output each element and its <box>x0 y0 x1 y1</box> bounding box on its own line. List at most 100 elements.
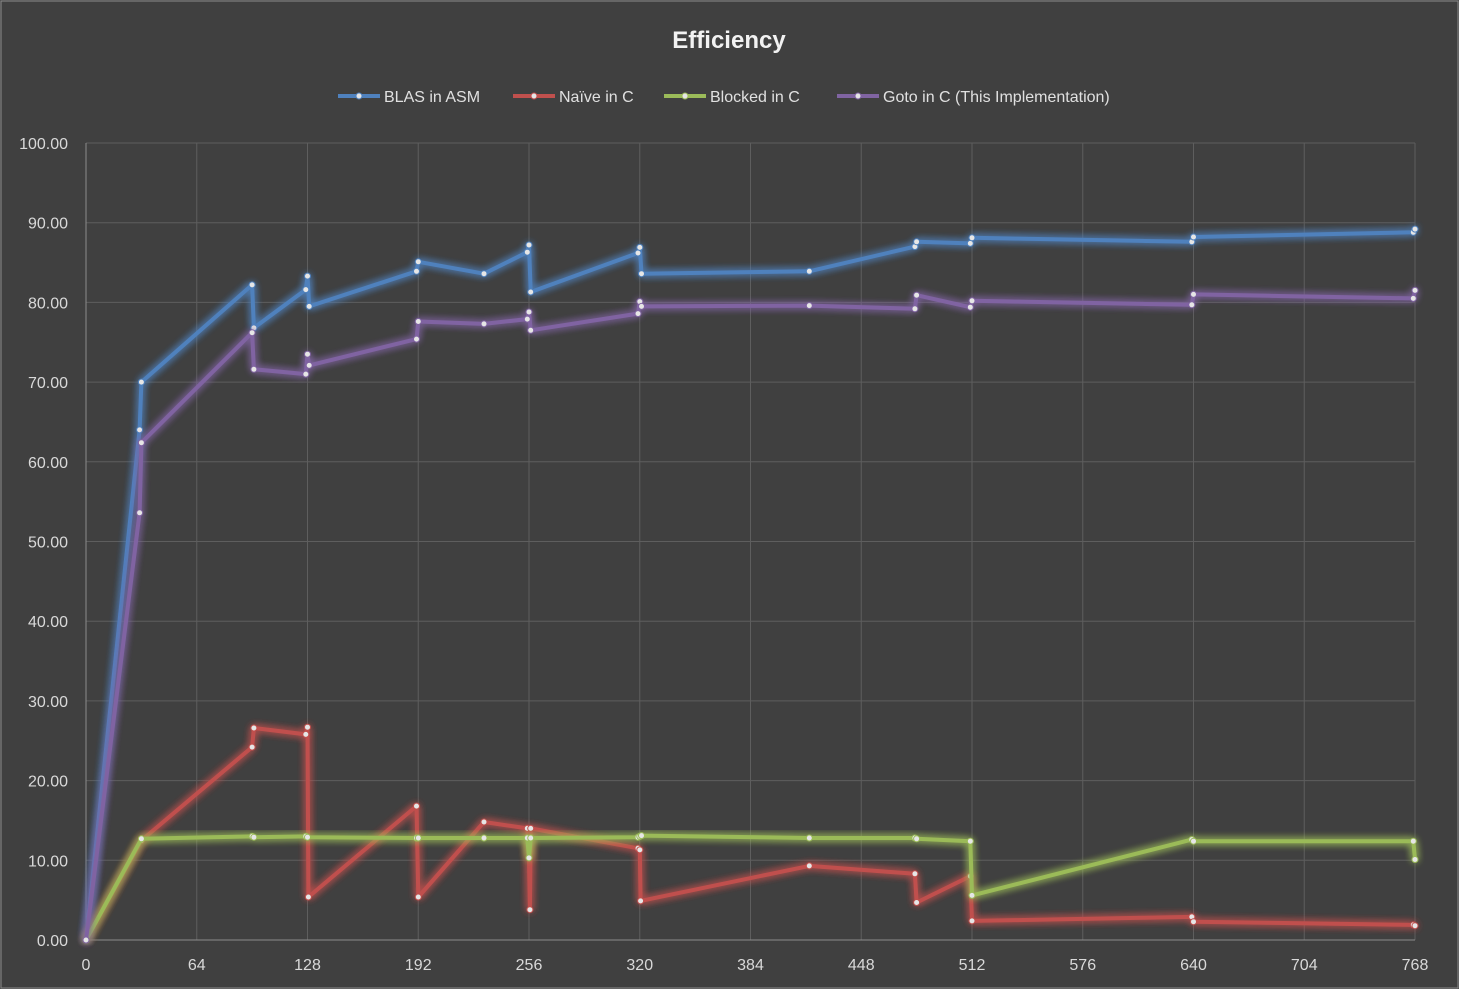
x-tick-label: 384 <box>737 957 764 974</box>
legend-label: Naïve in C <box>559 89 634 106</box>
legend: BLAS in ASM Naïve in C Blocked in C Goto in… <box>338 89 1110 106</box>
legend-item: Naïve in C <box>513 89 634 106</box>
legend-label: BLAS in ASM <box>384 89 480 106</box>
data-point <box>634 249 642 257</box>
series-3 <box>82 286 1419 944</box>
data-point <box>305 302 313 310</box>
data-point <box>913 238 921 246</box>
y-tick-label: 60.00 <box>28 455 68 472</box>
y-tick-label: 70.00 <box>28 375 68 392</box>
data-point <box>1190 918 1197 926</box>
y-tick-label: 30.00 <box>28 694 68 711</box>
data-point <box>1190 837 1197 845</box>
data-point <box>913 899 921 906</box>
data-point <box>968 234 976 242</box>
data-point <box>414 893 422 901</box>
data-point <box>805 267 813 275</box>
data-point <box>638 302 645 310</box>
legend-item: Goto in C (This Implementation) <box>837 89 1110 106</box>
x-tick-label: 576 <box>1069 957 1096 974</box>
x-axis: 0 64 128 192 256 320 384 448 512 576 640 704 768 <box>82 939 1429 974</box>
chart-title: Efficiency <box>672 27 786 54</box>
y-tick-label: 100.00 <box>19 136 68 153</box>
y-axis: 0.00 10.00 20.00 30.00 40.00 50.00 60.00 70.00 8… <box>19 136 87 950</box>
data-point <box>913 835 921 843</box>
data-point <box>82 936 90 944</box>
data-point <box>638 270 645 278</box>
x-tick-label: 256 <box>516 957 543 974</box>
data-point <box>968 891 976 899</box>
data-point <box>526 906 534 914</box>
data-point <box>911 305 919 313</box>
y-tick-label: 40.00 <box>28 614 68 631</box>
data-point <box>805 862 813 870</box>
data-point <box>966 303 974 311</box>
data-point <box>414 258 422 266</box>
data-point <box>523 248 531 256</box>
data-point <box>413 335 420 343</box>
data-point <box>1188 301 1196 309</box>
data-point <box>248 329 256 337</box>
data-point <box>414 834 422 842</box>
x-tick-label: 640 <box>1180 957 1207 974</box>
x-tick-label: 0 <box>82 957 91 974</box>
data-point <box>637 897 645 905</box>
data-point <box>805 834 813 842</box>
data-point <box>480 834 488 842</box>
data-point <box>304 833 311 841</box>
data-point <box>136 509 144 517</box>
data-point <box>1411 225 1419 233</box>
data-point <box>527 834 535 842</box>
data-point <box>137 378 145 386</box>
legend-marker <box>681 92 689 100</box>
data-point <box>304 350 311 358</box>
y-tick-label: 0.00 <box>37 933 68 950</box>
data-point <box>634 310 642 318</box>
data-point <box>480 320 488 328</box>
data-point <box>913 291 921 299</box>
data-point <box>302 370 310 378</box>
x-tick-label: 768 <box>1402 957 1429 974</box>
x-tick-label: 128 <box>294 957 321 974</box>
x-tick-label: 64 <box>188 957 206 974</box>
series-1 <box>82 723 1419 944</box>
y-tick-label: 90.00 <box>28 216 68 233</box>
data-point <box>250 724 258 732</box>
data-point <box>968 917 976 925</box>
data-point <box>413 802 420 810</box>
data-point <box>248 743 256 751</box>
legend-item: BLAS in ASM <box>338 89 480 106</box>
y-tick-label: 10.00 <box>28 853 68 870</box>
data-point <box>304 272 311 280</box>
data-point <box>527 288 535 296</box>
x-tick-label: 192 <box>405 957 432 974</box>
legend-marker <box>530 92 538 100</box>
data-point <box>1411 856 1419 863</box>
data-point <box>302 730 310 738</box>
x-tick-label: 448 <box>848 957 875 974</box>
series-0 <box>82 225 1419 944</box>
series-line <box>84 833 1417 942</box>
legend-marker <box>854 92 862 100</box>
x-tick-label: 512 <box>959 957 986 974</box>
data-point <box>304 893 312 901</box>
data-point <box>414 318 422 325</box>
data-point <box>137 439 145 447</box>
data-point <box>480 818 488 826</box>
data-point <box>248 281 256 289</box>
data-point <box>527 824 535 832</box>
data-point <box>525 308 533 316</box>
data-point <box>525 854 533 862</box>
legend-item: Blocked in C <box>664 89 800 106</box>
x-tick-label: 704 <box>1291 957 1318 974</box>
data-point <box>1409 294 1417 302</box>
y-tick-label: 20.00 <box>28 774 68 791</box>
data-point <box>250 365 258 373</box>
y-tick-label: 80.00 <box>28 295 68 312</box>
data-point <box>525 241 533 249</box>
legend-label: Goto in C (This Implementation) <box>883 89 1110 106</box>
data-point <box>250 833 258 841</box>
data-point <box>1409 837 1417 845</box>
